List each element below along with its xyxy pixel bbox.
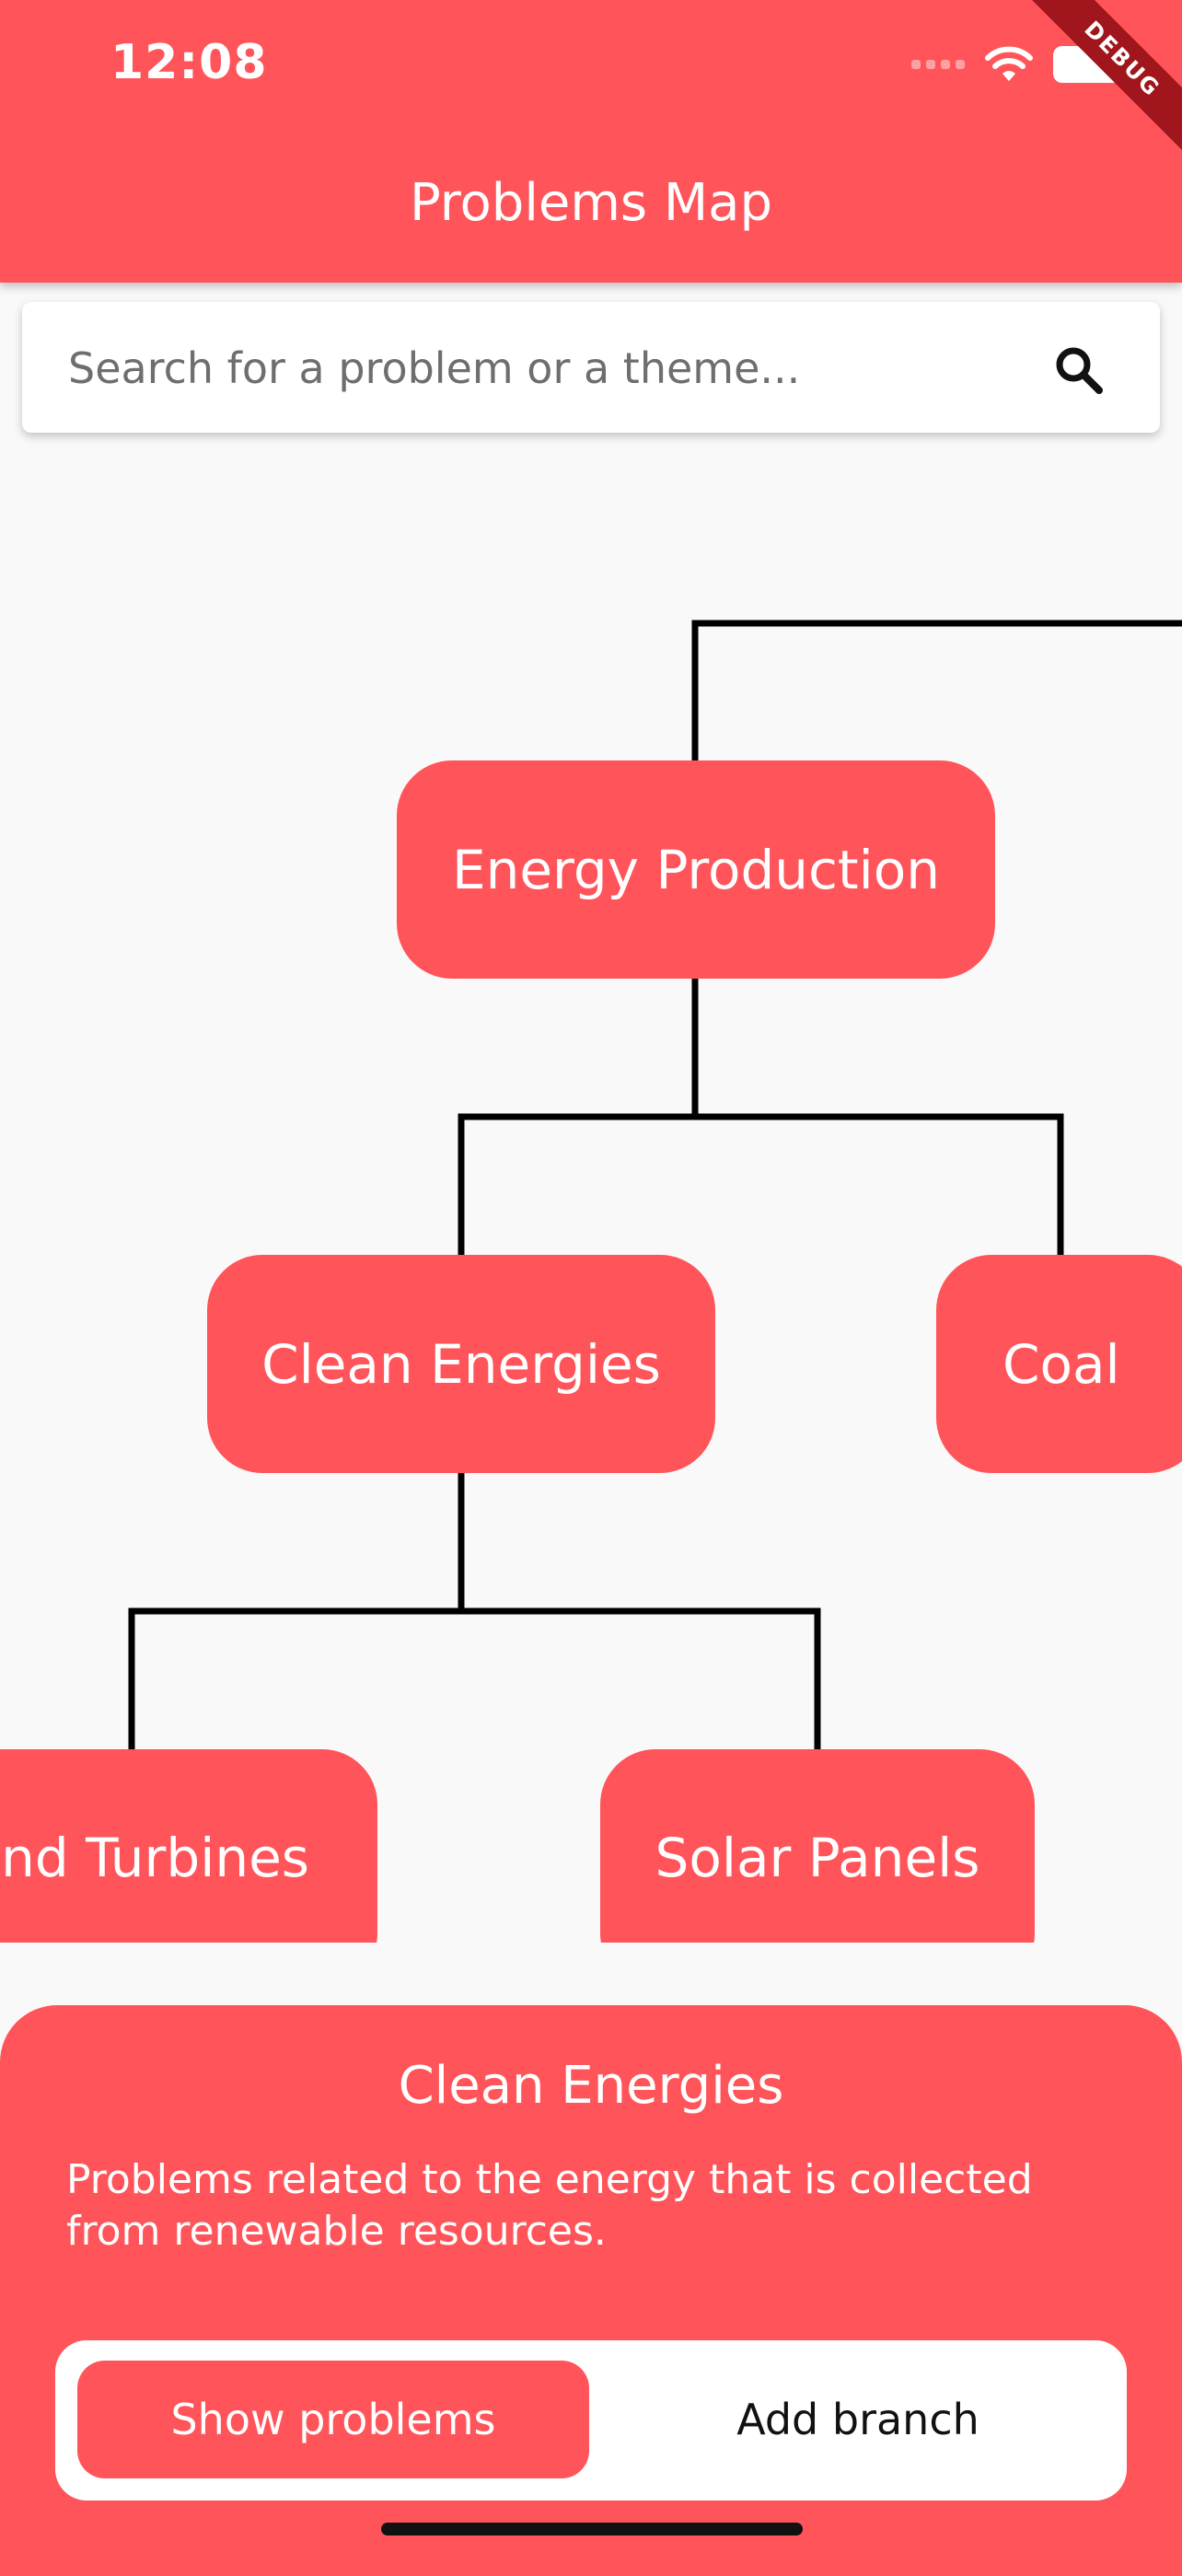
search-icon[interactable] xyxy=(1051,342,1107,398)
tree-connectors xyxy=(128,620,1182,1752)
page-title: Problems Map xyxy=(409,173,773,233)
cellular-signal-icon xyxy=(911,60,965,69)
home-indicator xyxy=(381,2523,803,2535)
sheet-title: Clean Energies xyxy=(398,2056,784,2116)
add-branch-button[interactable]: Add branch xyxy=(608,2361,1108,2478)
wifi-icon xyxy=(985,46,1033,81)
app-bar: 12:08 Problems Map xyxy=(0,0,1182,283)
tree-node-solar-panels[interactable]: Solar Panels xyxy=(600,1749,1035,1943)
tree-node-wind-turbines[interactable]: Wind Turbines xyxy=(0,1749,377,1943)
search-input[interactable] xyxy=(66,302,1027,435)
tree-node-label: Clean Energies xyxy=(261,1332,661,1396)
tree-node-label: Solar Panels xyxy=(655,1827,980,1889)
tree-node-coal[interactable]: Coal xyxy=(936,1255,1182,1473)
sheet-description: Problems related to the energy that is c… xyxy=(66,2156,1033,2255)
show-problems-button[interactable]: Show problems xyxy=(77,2361,589,2478)
tree-node-clean-energies[interactable]: Clean Energies xyxy=(207,1255,715,1473)
status-time: 12:08 xyxy=(110,35,268,90)
tree-node-energy-production[interactable]: Energy Production xyxy=(397,760,995,979)
connector-wind-turbines xyxy=(128,1607,461,1752)
detail-sheet: Clean Energies Problems related to the e… xyxy=(0,2005,1182,2576)
connector-clean-energies xyxy=(458,1113,695,1258)
connector-solar-panels xyxy=(461,1607,821,1752)
connector-coal xyxy=(695,1113,1064,1258)
tree-node-label: Coal xyxy=(1002,1332,1120,1396)
connector-root-energy-production xyxy=(691,620,1182,764)
search-bar xyxy=(22,302,1160,435)
tree-node-label: Energy Production xyxy=(451,838,941,901)
problems-tree: Energy Production Clean Energies Coal Wi… xyxy=(0,620,1182,1943)
sheet-actions: Show problems Add branch xyxy=(55,2340,1127,2501)
tree-node-label: Wind Turbines xyxy=(0,1827,309,1889)
